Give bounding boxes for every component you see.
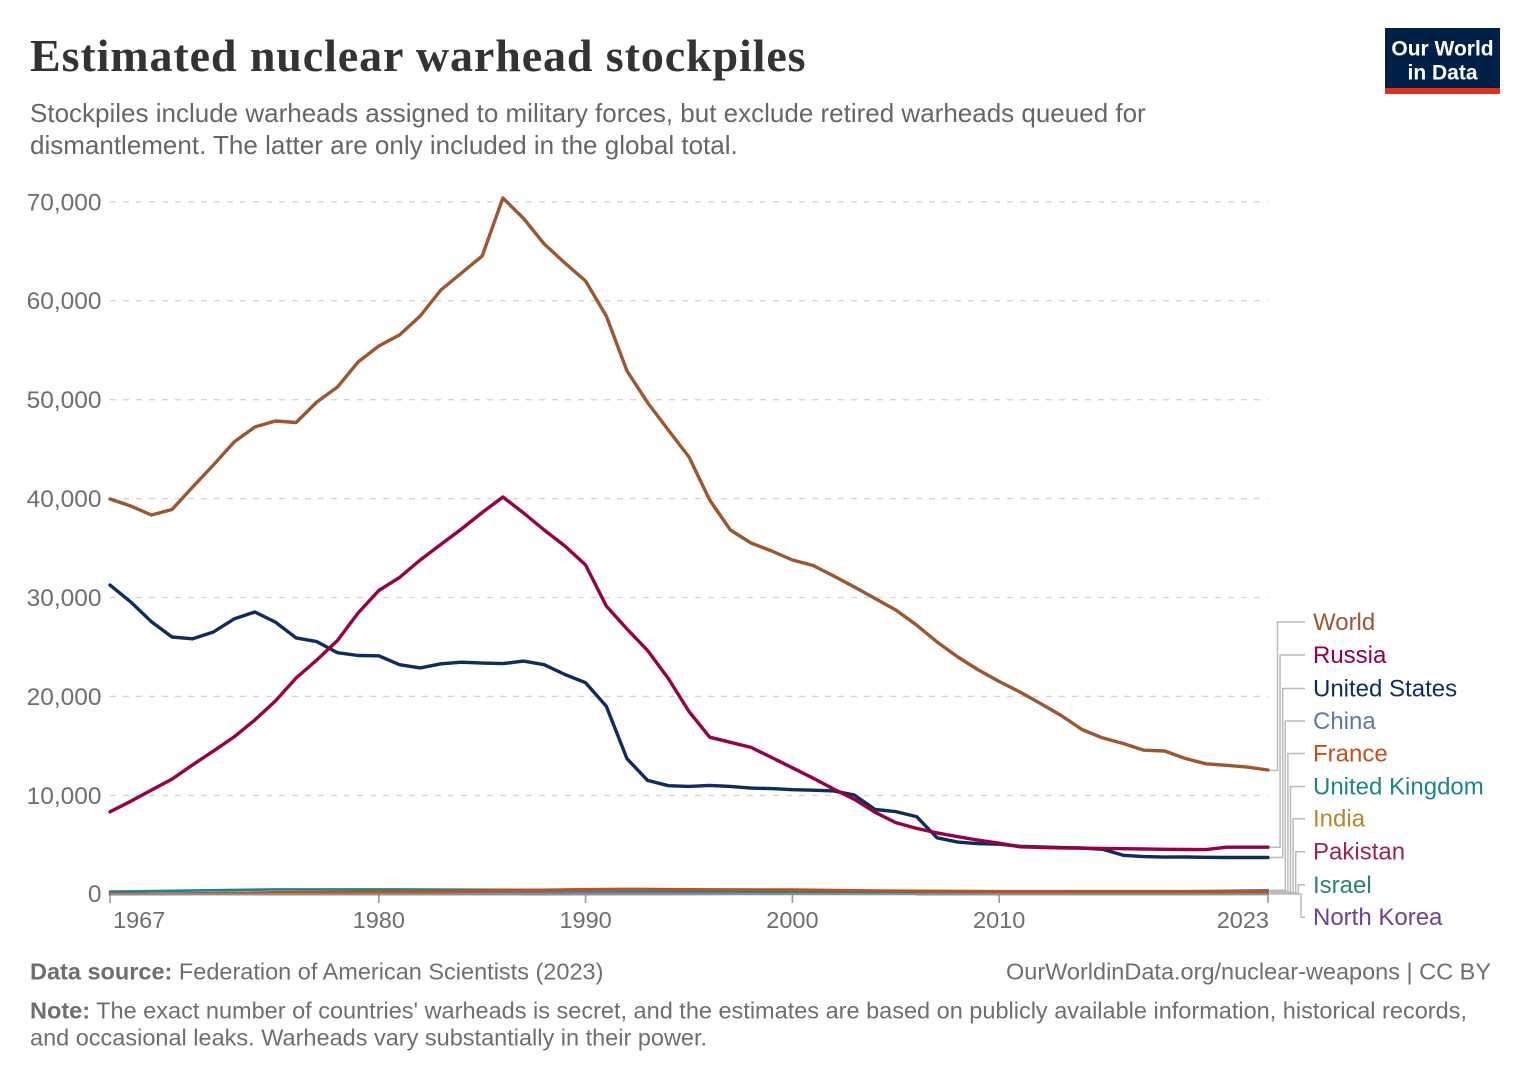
svg-text:2010: 2010 xyxy=(973,907,1025,933)
svg-text:Stockpiles include warheads as: Stockpiles include warheads assigned to … xyxy=(30,98,1146,128)
svg-text:2000: 2000 xyxy=(766,907,818,933)
svg-text:0: 0 xyxy=(88,881,102,908)
svg-text:and occasional leaks. Warheads: and occasional leaks. Warheads vary subs… xyxy=(30,1025,707,1051)
svg-text:United States: United States xyxy=(1313,676,1457,703)
svg-text:World: World xyxy=(1313,609,1375,636)
svg-text:OurWorldinData.org/nuclear-wea: OurWorldinData.org/nuclear-weapons | CC … xyxy=(1006,959,1491,985)
svg-text:France: France xyxy=(1313,741,1388,768)
svg-text:dismantlement. The latter are: dismantlement. The latter are only inclu… xyxy=(30,130,738,160)
svg-text:30,000: 30,000 xyxy=(27,585,102,612)
svg-text:Note: The exact number of coun: Note: The exact number of countries' war… xyxy=(30,998,1467,1024)
svg-text:Pakistan: Pakistan xyxy=(1313,839,1405,866)
svg-text:2023: 2023 xyxy=(1217,907,1269,933)
svg-text:Data source: Federation of Ame: Data source: Federation of American Scie… xyxy=(30,959,603,985)
svg-text:1990: 1990 xyxy=(559,907,611,933)
svg-text:China: China xyxy=(1313,708,1376,735)
svg-text:50,000: 50,000 xyxy=(27,387,102,414)
svg-text:1980: 1980 xyxy=(353,907,405,933)
svg-text:60,000: 60,000 xyxy=(27,288,102,315)
svg-text:Israel: Israel xyxy=(1313,872,1372,899)
svg-text:Russia: Russia xyxy=(1313,642,1387,669)
svg-text:20,000: 20,000 xyxy=(27,684,102,711)
svg-text:United Kingdom: United Kingdom xyxy=(1313,774,1484,801)
svg-text:1967: 1967 xyxy=(113,907,165,933)
svg-text:Our World: Our World xyxy=(1391,38,1493,61)
svg-text:in Data: in Data xyxy=(1407,62,1477,85)
svg-text:70,000: 70,000 xyxy=(27,189,102,216)
svg-text:North Korea: North Korea xyxy=(1313,904,1443,931)
svg-text:10,000: 10,000 xyxy=(27,783,102,810)
svg-text:India: India xyxy=(1313,806,1366,833)
svg-text:Estimated nuclear warhead stoc: Estimated nuclear warhead stockpiles xyxy=(30,30,807,81)
svg-text:40,000: 40,000 xyxy=(27,486,102,513)
